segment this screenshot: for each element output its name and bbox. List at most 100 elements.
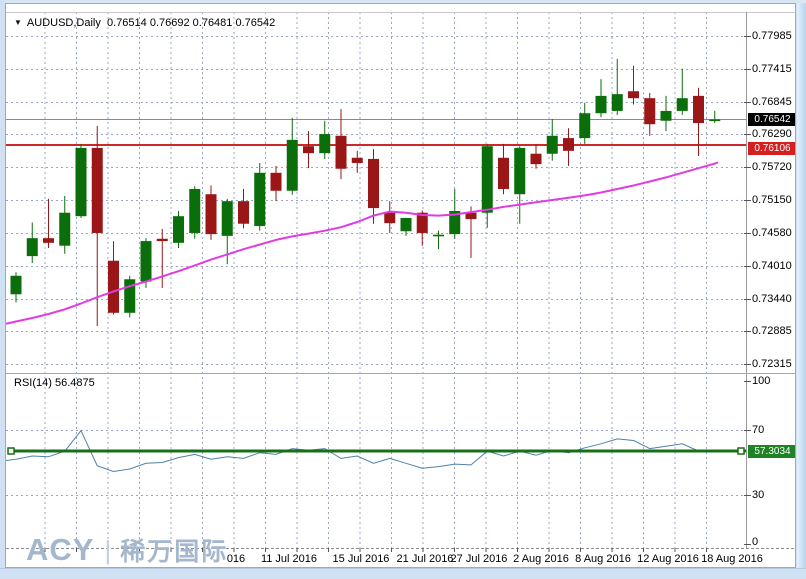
candle-body: [514, 147, 526, 195]
candle: [205, 185, 217, 240]
candle: [140, 238, 152, 288]
candle-body: [221, 201, 233, 236]
candle-body: [351, 157, 363, 163]
candle: [173, 210, 184, 249]
candle: [563, 128, 574, 166]
candle-body: [238, 201, 249, 224]
candle: [400, 217, 412, 236]
rsi-axis-label: 0: [752, 536, 759, 548]
date-axis-label: 18 Aug 2016: [701, 553, 763, 565]
candle-body: [368, 158, 379, 209]
date-axis-label: 11 Jul 2016: [260, 553, 318, 565]
rsi-axis-label: 30: [752, 489, 765, 501]
chart-area[interactable]: ▼ AUDUSD,Daily 0.76514 0.76692 0.76481 0.…: [5, 3, 796, 568]
candle: [303, 131, 314, 169]
candle-body: [43, 238, 54, 243]
candle: [319, 120, 331, 159]
window-scrollbar[interactable]: [797, 3, 806, 568]
candle: [270, 165, 282, 202]
candle: [628, 65, 639, 105]
candle-body: [10, 275, 22, 295]
candle-body: [400, 217, 412, 232]
candle: [124, 275, 136, 318]
candle-body: [416, 212, 428, 233]
candle: [26, 222, 38, 264]
candle: [709, 110, 721, 124]
price-axis-label: 0.73440: [752, 293, 792, 305]
candle-body: [433, 234, 444, 237]
candle-body: [59, 212, 71, 246]
candle: [91, 125, 103, 327]
candle-body: [124, 279, 136, 313]
candle: [693, 87, 704, 157]
logo-text-acy: ACY: [26, 532, 95, 567]
candle-body: [26, 238, 38, 257]
price-axis-label: 0.75150: [752, 194, 792, 206]
candle: [579, 102, 591, 144]
candle-body: [498, 157, 509, 190]
rsi-indicator-label: RSI(14) 56.4875: [14, 377, 95, 389]
candle: [465, 206, 477, 258]
candle-body: [449, 210, 461, 235]
date-axis-label: 12 Aug 2016: [637, 553, 699, 565]
rsi-line: [6, 429, 715, 473]
candle: [156, 228, 168, 288]
candle-body: [595, 95, 607, 114]
logo-text-cn: 稀万国际: [120, 538, 229, 566]
candle-body: [465, 212, 477, 220]
price-axis-label: 0.74010: [752, 260, 792, 272]
candle: [238, 189, 249, 229]
candle: [530, 143, 542, 169]
candle-body: [660, 110, 672, 121]
candle-body: [335, 135, 347, 169]
price-axis-label: 0.72885: [752, 325, 792, 337]
date-axis-label: 8 Aug 2016: [575, 553, 631, 565]
candle-body: [254, 172, 266, 227]
date-axis-label: 27 Jul 2016: [450, 553, 508, 565]
candle-body: [286, 139, 298, 191]
price-axis-label: 0.72315: [752, 358, 792, 370]
current-price-box: 0.76542: [748, 112, 795, 126]
candle-body: [611, 94, 623, 111]
chart-title: ▼ AUDUSD,Daily 0.76514 0.76692 0.76481 0.…: [14, 17, 275, 29]
candle: [335, 109, 347, 180]
candle: [221, 198, 233, 265]
candle: [416, 210, 428, 246]
candle-body: [173, 216, 184, 243]
symbol-dropdown-icon[interactable]: ▼: [14, 18, 22, 27]
candle: [676, 68, 688, 115]
candle: [611, 58, 623, 115]
line-handle[interactable]: [7, 447, 15, 455]
candle-body: [108, 260, 119, 313]
candle-body: [384, 212, 396, 224]
candles-series: [10, 58, 721, 327]
window-top-frame: [0, 0, 806, 3]
ohlc-readout: 0.76514 0.76692 0.76481 0.76542: [107, 17, 276, 29]
price-axis-label: 0.74580: [752, 227, 792, 239]
support-price-box: 0.76106: [748, 142, 795, 155]
candle-body: [579, 113, 591, 139]
candle-body: [709, 119, 721, 122]
ma-line: [6, 161, 719, 325]
candle: [286, 117, 298, 195]
candle-body: [75, 147, 87, 217]
price-axis-label: 0.76290: [752, 128, 792, 140]
candle: [368, 149, 379, 224]
candle-body: [676, 98, 688, 111]
window-left-frame: [0, 0, 5, 579]
candle-body: [693, 95, 704, 124]
candle: [59, 195, 71, 254]
rsi-value-box: 57.3034: [748, 445, 795, 458]
date-axis-label: 016: [226, 553, 246, 565]
date-axis-label: 2 Aug 2016: [513, 553, 569, 565]
logo-separator: |: [104, 534, 112, 565]
rsi-axis-label: 70: [752, 424, 765, 436]
chart-canvas[interactable]: [6, 4, 796, 568]
candle-body: [91, 147, 103, 233]
line-handle[interactable]: [737, 447, 745, 455]
candle-body: [644, 98, 656, 125]
candle: [384, 201, 396, 233]
candle-body: [189, 189, 201, 233]
candle-body: [303, 146, 314, 154]
